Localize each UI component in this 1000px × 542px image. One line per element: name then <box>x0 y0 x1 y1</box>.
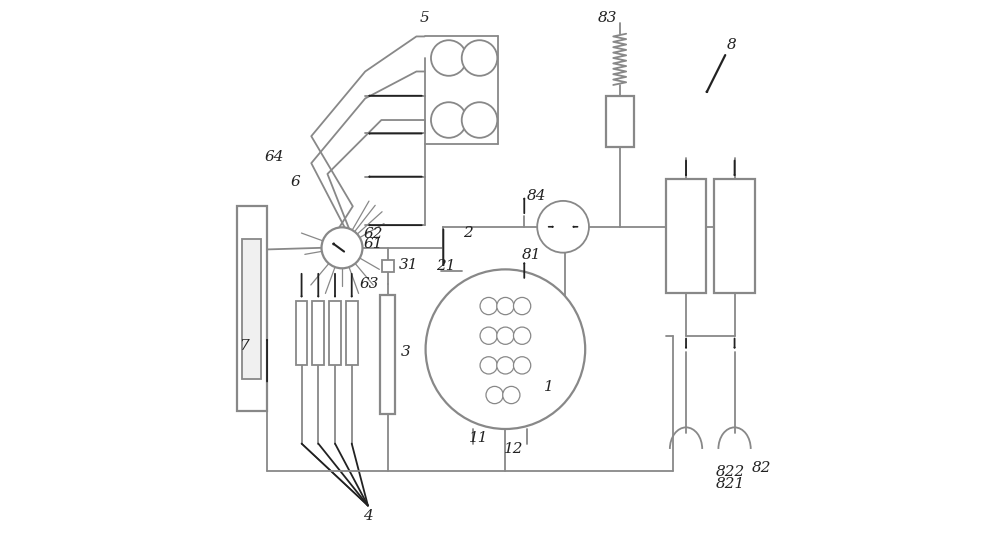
Circle shape <box>431 102 467 138</box>
Circle shape <box>480 327 497 344</box>
Circle shape <box>322 227 362 268</box>
Text: 64: 64 <box>265 150 284 164</box>
Bar <box>312 301 324 365</box>
Text: 62: 62 <box>364 227 383 241</box>
Text: 3: 3 <box>401 345 411 359</box>
Circle shape <box>497 327 514 344</box>
Text: 84: 84 <box>526 189 546 203</box>
Bar <box>714 179 755 293</box>
Bar <box>296 301 307 365</box>
Text: 61: 61 <box>364 237 383 251</box>
Text: 82: 82 <box>752 461 771 475</box>
Bar <box>380 295 395 414</box>
Text: 8: 8 <box>727 37 737 51</box>
Circle shape <box>497 357 514 374</box>
Bar <box>242 238 261 379</box>
Circle shape <box>426 269 585 429</box>
Circle shape <box>480 357 497 374</box>
Text: 63: 63 <box>360 278 379 292</box>
Text: 821: 821 <box>716 477 745 491</box>
Bar <box>666 179 706 293</box>
Bar <box>346 301 358 365</box>
Circle shape <box>462 102 497 138</box>
Text: 7: 7 <box>240 339 249 353</box>
Bar <box>237 207 267 411</box>
Circle shape <box>513 298 531 315</box>
Text: 6: 6 <box>290 175 300 189</box>
Text: 2: 2 <box>463 226 473 240</box>
Text: 1: 1 <box>544 380 553 394</box>
Text: 822: 822 <box>716 464 745 479</box>
Circle shape <box>480 298 497 315</box>
Circle shape <box>503 386 520 404</box>
Circle shape <box>513 357 531 374</box>
Text: 83: 83 <box>598 10 618 24</box>
Bar <box>329 301 341 365</box>
Circle shape <box>537 201 589 253</box>
Text: 12: 12 <box>504 442 523 456</box>
Text: 4: 4 <box>363 509 373 524</box>
Circle shape <box>497 298 514 315</box>
Text: 81: 81 <box>522 248 541 262</box>
Text: 31: 31 <box>399 257 418 272</box>
Text: 11: 11 <box>469 431 488 445</box>
Circle shape <box>431 40 467 76</box>
Circle shape <box>462 40 497 76</box>
Circle shape <box>486 386 503 404</box>
Bar <box>606 96 634 147</box>
Bar <box>382 260 394 272</box>
Text: 5: 5 <box>420 10 429 24</box>
Text: 21: 21 <box>436 259 456 273</box>
Circle shape <box>513 327 531 344</box>
